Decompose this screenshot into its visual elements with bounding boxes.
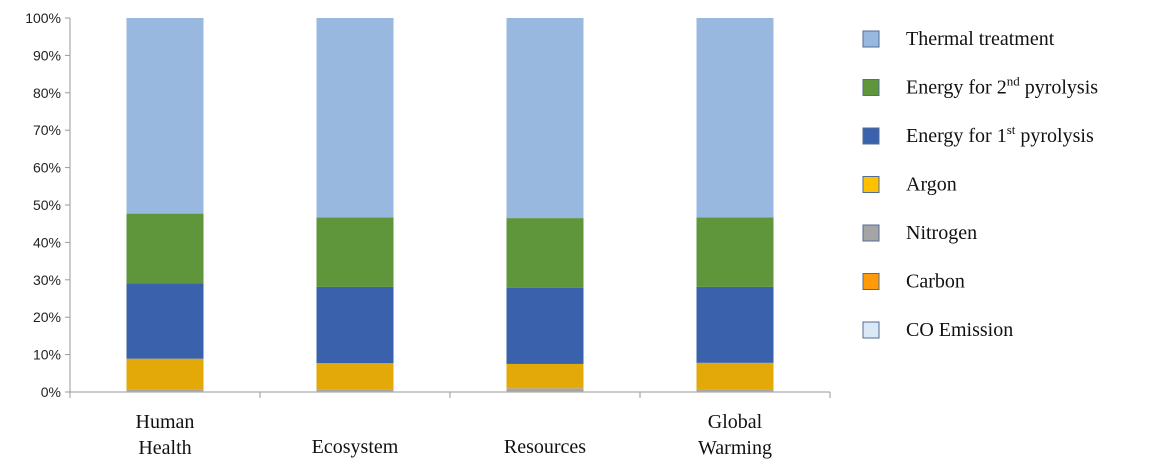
legend-label: Nitrogen bbox=[906, 222, 977, 244]
y-tick-label: 10% bbox=[33, 347, 61, 363]
bar-segment bbox=[506, 18, 584, 219]
bar-segment bbox=[696, 18, 774, 218]
y-tick-label: 20% bbox=[33, 309, 61, 325]
legend: Thermal treatment Energy for 2nd pyrolysi… bbox=[862, 28, 1098, 341]
legend-swatch bbox=[862, 273, 880, 290]
y-tick-label: 60% bbox=[33, 160, 61, 176]
y-tick-label: 30% bbox=[33, 272, 61, 288]
y-tick-label: 90% bbox=[33, 47, 61, 63]
legend-label: Argon bbox=[906, 174, 957, 196]
bar-segment bbox=[506, 287, 584, 364]
bar-segment bbox=[126, 283, 204, 359]
bar-segment bbox=[316, 18, 394, 218]
legend-swatch bbox=[862, 321, 880, 339]
legend-label: Energy for 2nd pyrolysis bbox=[906, 74, 1098, 99]
bar-segment bbox=[696, 286, 774, 363]
bar-segment bbox=[506, 388, 584, 392]
bar-segment bbox=[696, 217, 774, 287]
legend-label: Thermal treatment bbox=[906, 28, 1055, 50]
category-label: Ecosystem bbox=[312, 436, 399, 458]
legend-swatch bbox=[862, 176, 880, 193]
legend-swatch bbox=[862, 224, 880, 242]
y-tick-label: 50% bbox=[33, 197, 61, 213]
x-axis: Human Health Ecosystem Resources Global Warmi… bbox=[69, 391, 831, 459]
category-label: Human Health bbox=[136, 411, 195, 459]
y-tick-label: 40% bbox=[33, 234, 61, 250]
legend-label: Energy for 1st pyrolysis bbox=[906, 122, 1094, 147]
category-label: Global Warming bbox=[698, 411, 772, 459]
bar-segment bbox=[316, 389, 394, 392]
bar-segment bbox=[506, 363, 584, 389]
bar-segment bbox=[316, 286, 394, 364]
y-axis: 0% 10% 20% 30% 40% 50% 60% 70% 80% 90% 100% bbox=[25, 10, 71, 400]
bar-segment bbox=[126, 358, 204, 390]
y-tick-label: 0% bbox=[41, 384, 61, 400]
bar-segment bbox=[696, 362, 774, 390]
legend-swatch bbox=[862, 79, 880, 96]
legend-label: CO Emission bbox=[906, 319, 1013, 341]
legend-label: Carbon bbox=[906, 271, 965, 293]
legend-swatch bbox=[862, 30, 880, 48]
y-tick-label: 80% bbox=[33, 85, 61, 101]
bar-segment bbox=[126, 389, 204, 392]
bar-segment bbox=[316, 217, 394, 287]
y-tick-label: 100% bbox=[25, 10, 61, 26]
bar-segment bbox=[126, 213, 204, 284]
bars bbox=[126, 18, 774, 392]
y-tick-label: 70% bbox=[33, 122, 61, 138]
bar-segment bbox=[506, 218, 584, 288]
bar-segment bbox=[316, 363, 394, 390]
bar-segment bbox=[696, 389, 774, 392]
category-label: Resources bbox=[504, 436, 586, 458]
legend-swatch bbox=[862, 127, 880, 145]
bar-segment bbox=[126, 18, 204, 214]
